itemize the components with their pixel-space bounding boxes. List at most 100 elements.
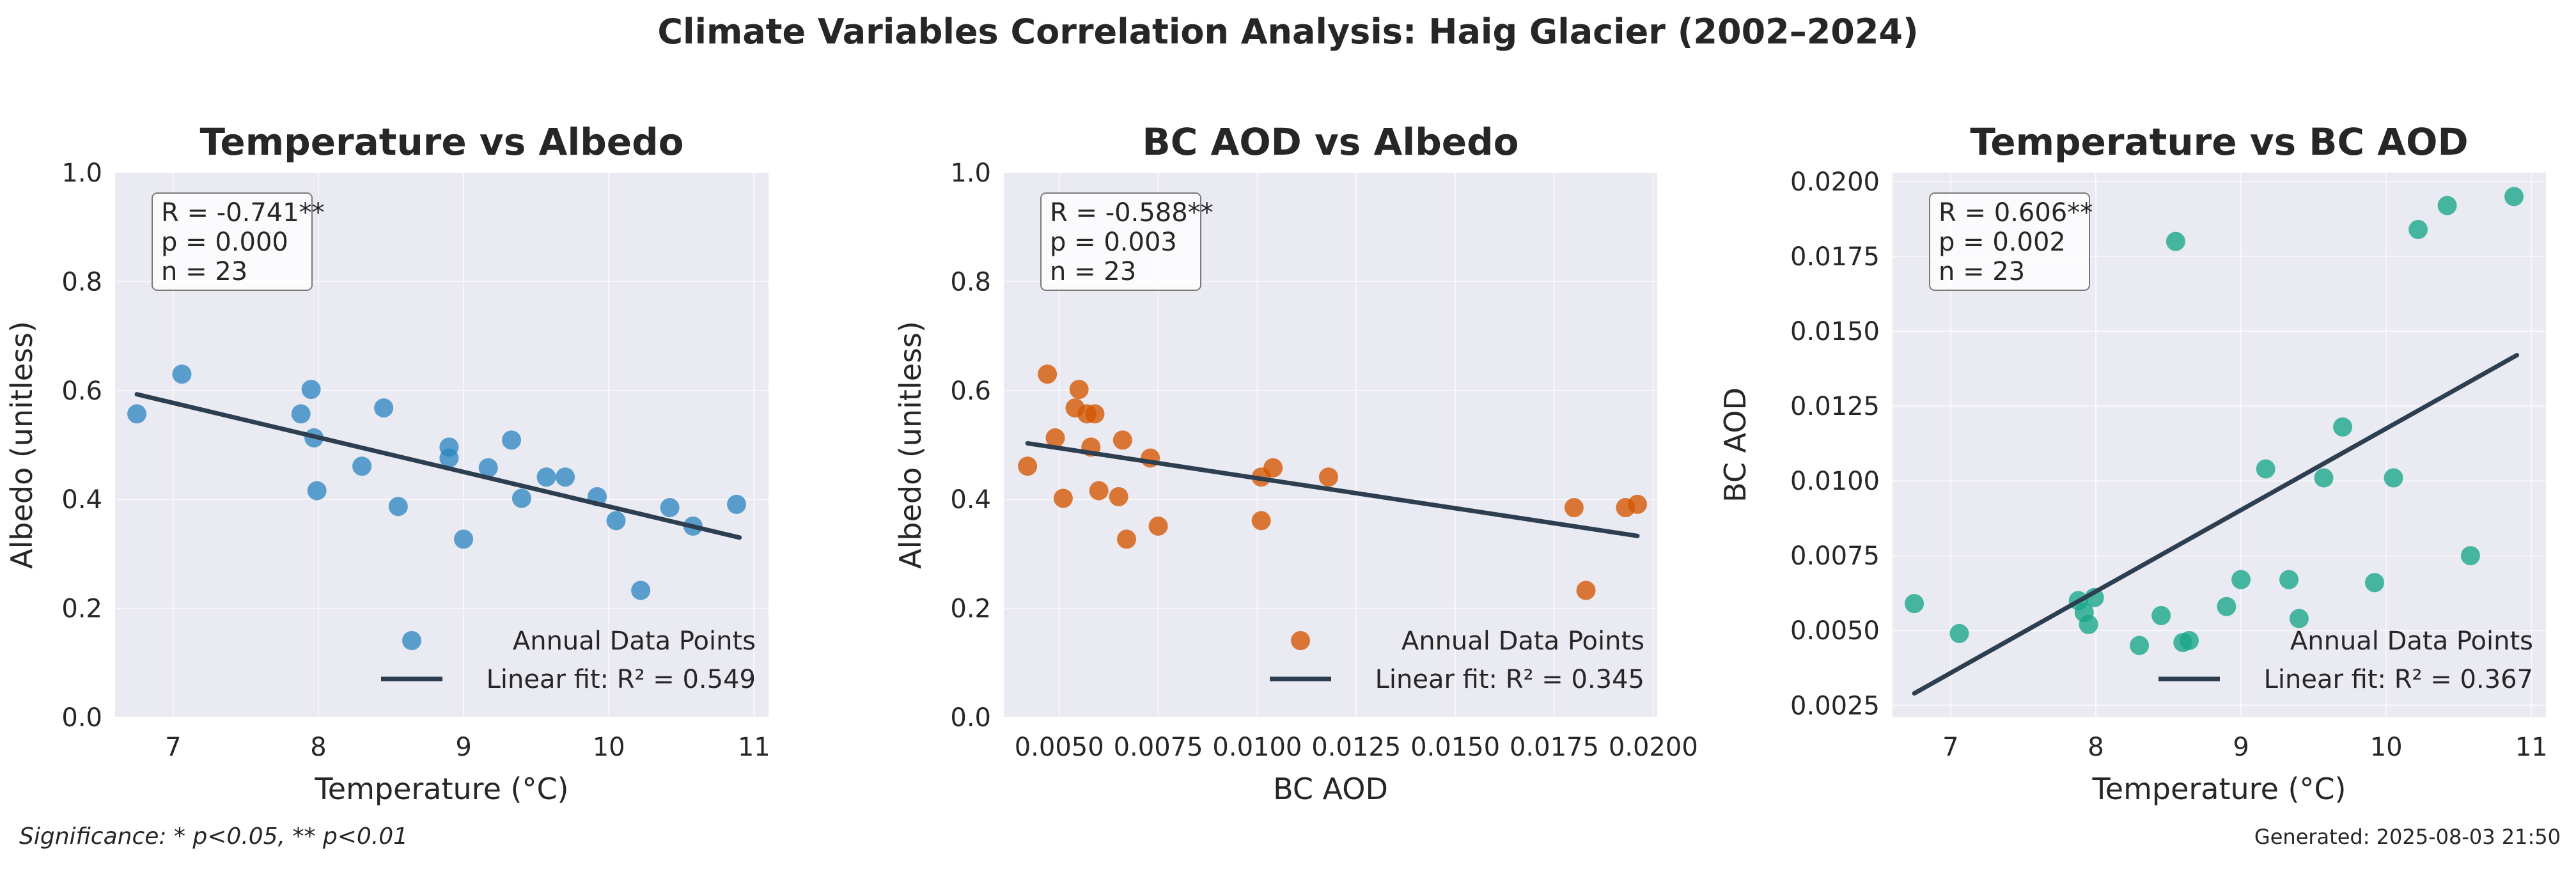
data-point bbox=[2231, 570, 2251, 589]
x-tick-label: 10 bbox=[2370, 733, 2403, 762]
data-point bbox=[606, 511, 626, 531]
data-point bbox=[478, 458, 498, 478]
data-point bbox=[2217, 596, 2236, 616]
y-tick-label: 0.0 bbox=[61, 703, 102, 733]
stats-line: p = 0.000 bbox=[161, 228, 288, 257]
x-tick-label: 0.0150 bbox=[1410, 733, 1500, 762]
x-tick-label: 0.0050 bbox=[1015, 733, 1104, 762]
data-point bbox=[1053, 488, 1073, 508]
data-point bbox=[301, 380, 321, 400]
data-point bbox=[660, 497, 680, 517]
data-point bbox=[1148, 516, 1168, 536]
chart-title: Temperature vs Albedo bbox=[200, 120, 684, 164]
data-point bbox=[439, 448, 459, 468]
data-point bbox=[2333, 417, 2353, 437]
stats-line: p = 0.003 bbox=[1050, 228, 1177, 257]
data-point bbox=[536, 467, 556, 487]
data-point bbox=[1069, 380, 1089, 400]
data-point bbox=[1018, 456, 1038, 476]
y-axis-label: Albedo (unitless) bbox=[4, 321, 39, 569]
legend-label-fit: Linear fit: R² = 0.345 bbox=[1375, 665, 1644, 694]
stats-box bbox=[152, 192, 313, 291]
x-tick-label: 11 bbox=[2515, 733, 2548, 762]
data-point bbox=[1038, 364, 1058, 384]
legend-label-points: Annual Data Points bbox=[1401, 627, 1644, 656]
fit-line bbox=[1025, 440, 1640, 538]
y-tick-label: 0.2 bbox=[61, 595, 102, 624]
y-tick-label: 0.0 bbox=[950, 703, 991, 733]
chart-title: Temperature vs BC AOD bbox=[1970, 120, 2468, 164]
x-tick-label: 0.0075 bbox=[1114, 733, 1203, 762]
x-axis-label: BC AOD bbox=[1273, 772, 1388, 806]
y-tick-label: 0.0100 bbox=[1790, 467, 1880, 496]
data-point bbox=[1564, 497, 1584, 517]
x-tick-label: 7 bbox=[165, 733, 181, 762]
significance-note: Significance: * p<0.05, ** p<0.01 bbox=[19, 823, 409, 850]
y-tick-label: 0.0200 bbox=[1790, 167, 1880, 197]
data-point bbox=[2289, 609, 2309, 628]
x-axis-label: Temperature (°C) bbox=[314, 772, 568, 806]
stats-line: R = -0.588** bbox=[1050, 198, 1214, 228]
y-tick-label: 0.0125 bbox=[1790, 392, 1880, 421]
data-point bbox=[2151, 605, 2171, 625]
y-tick-label: 1.0 bbox=[950, 159, 991, 188]
data-point bbox=[1263, 458, 1283, 478]
data-point bbox=[2130, 635, 2150, 655]
data-point bbox=[2365, 573, 2385, 593]
y-axis-label: Albedo (unitless) bbox=[893, 321, 928, 569]
data-point bbox=[2279, 570, 2299, 589]
x-tick-label: 0.0175 bbox=[1510, 733, 1599, 762]
data-point bbox=[127, 404, 147, 424]
data-point bbox=[1085, 404, 1105, 424]
data-point bbox=[2460, 546, 2480, 566]
generated-timestamp: Generated: 2025-08-03 21:50 bbox=[2254, 825, 2561, 849]
data-point bbox=[454, 529, 474, 549]
stats-line: R = 0.606** bbox=[1939, 198, 2093, 228]
fit-line bbox=[1912, 353, 2520, 696]
data-point bbox=[556, 467, 575, 487]
x-tick-label: 9 bbox=[2233, 733, 2249, 762]
x-tick-label: 8 bbox=[2088, 733, 2104, 762]
x-tick-label: 11 bbox=[738, 733, 770, 762]
legend-marker-points bbox=[402, 631, 421, 650]
y-tick-label: 0.8 bbox=[61, 267, 102, 297]
data-point bbox=[502, 430, 522, 450]
legend-label-fit: Linear fit: R² = 0.549 bbox=[487, 665, 756, 694]
data-point bbox=[1089, 481, 1109, 501]
y-tick-label: 0.4 bbox=[61, 485, 102, 515]
y-tick-label: 0.6 bbox=[950, 377, 991, 406]
stats-line: n = 23 bbox=[1939, 257, 2025, 286]
legend-marker-points bbox=[2180, 631, 2199, 650]
y-tick-label: 0.8 bbox=[950, 267, 991, 297]
y-tick-label: 0.6 bbox=[61, 377, 102, 406]
x-tick-label: 8 bbox=[310, 733, 326, 762]
stats-line: p = 0.002 bbox=[1939, 228, 2066, 257]
data-point bbox=[2079, 614, 2098, 634]
data-point bbox=[388, 497, 408, 517]
y-tick-label: 0.2 bbox=[950, 595, 991, 624]
legend-label-points: Annual Data Points bbox=[2290, 627, 2533, 656]
legend-marker-points bbox=[1291, 631, 1310, 650]
data-point bbox=[2166, 231, 2185, 251]
data-point bbox=[1117, 529, 1137, 549]
data-point bbox=[374, 398, 394, 418]
y-tick-label: 1.0 bbox=[61, 159, 102, 188]
y-tick-label: 0.0175 bbox=[1790, 242, 1880, 272]
x-tick-label: 10 bbox=[593, 733, 625, 762]
y-tick-label: 0.0150 bbox=[1790, 317, 1880, 346]
stats-line: n = 23 bbox=[161, 257, 247, 286]
data-point bbox=[1109, 487, 1128, 506]
stats-line: R = -0.741** bbox=[161, 198, 325, 228]
y-axis-label: BC AOD bbox=[1718, 387, 1752, 502]
x-axis-label: Temperature (°C) bbox=[2091, 772, 2346, 806]
data-point bbox=[2256, 459, 2275, 479]
data-point bbox=[352, 456, 372, 476]
data-point bbox=[2384, 468, 2403, 488]
stats-box bbox=[1929, 192, 2090, 291]
x-tick-label: 0.0100 bbox=[1212, 733, 1302, 762]
data-point bbox=[2504, 187, 2524, 206]
data-point bbox=[1576, 580, 1596, 600]
